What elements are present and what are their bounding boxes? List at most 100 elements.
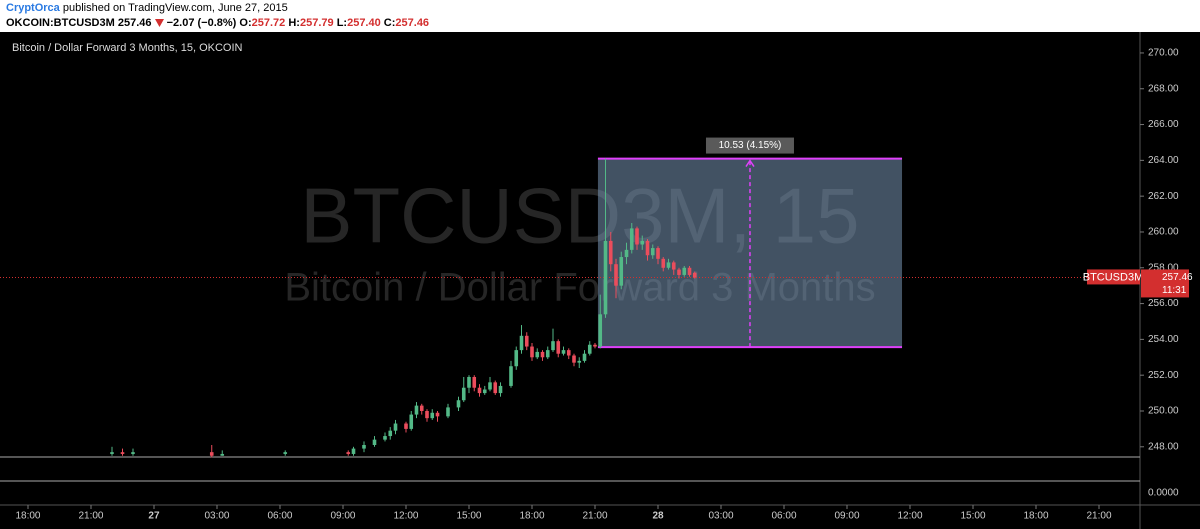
last-price-tag-bg — [1087, 269, 1140, 285]
candle-body — [677, 269, 681, 275]
candle-body — [456, 400, 461, 408]
y-tick-label: 258.00 — [1148, 262, 1179, 273]
x-tick-label: 21:00 — [582, 511, 607, 522]
y-tick-label: 264.00 — [1148, 155, 1179, 166]
y-tick-label: 266.00 — [1148, 119, 1179, 130]
candle-body — [661, 258, 666, 268]
x-tick-label: 09:00 — [834, 511, 859, 522]
y-tick-label: 262.00 — [1148, 191, 1179, 202]
x-tick-label: 28 — [652, 511, 664, 522]
ohlc-o: O:257.72 — [239, 17, 285, 29]
candle-body — [351, 448, 356, 454]
ohlc-value: 257.79 — [299, 17, 334, 29]
candle-body — [514, 350, 519, 367]
y-tick-label: 260.00 — [1148, 227, 1179, 238]
candle-body — [362, 445, 366, 449]
y-tick-label: 256.00 — [1148, 298, 1179, 309]
y-tick-label: 268.00 — [1148, 83, 1179, 94]
x-tick-label: 27 — [148, 511, 160, 522]
candle-body — [556, 341, 561, 354]
candle-body — [603, 240, 608, 315]
ohlc-value: 257.46 — [395, 17, 430, 29]
candle-body — [598, 314, 603, 347]
candle-body — [430, 412, 435, 419]
candle-body — [624, 249, 629, 258]
candle-body — [110, 452, 114, 454]
x-tick-label: 18:00 — [519, 511, 544, 522]
candle-body — [619, 257, 624, 286]
measure-label-bg — [705, 137, 794, 154]
x-tick-label: 12:00 — [393, 511, 418, 522]
candle-body — [435, 412, 440, 417]
y-tick-label: 270.00 — [1148, 48, 1179, 59]
candle-body — [545, 350, 550, 358]
candle-body — [393, 423, 398, 431]
candle-body — [472, 376, 477, 388]
candle-body — [551, 341, 555, 351]
header: CryptOrca published on TradingView.com, … — [0, 0, 1200, 32]
author[interactable]: CryptOrca — [6, 2, 60, 14]
candle-body — [682, 267, 687, 275]
candle-body — [656, 248, 660, 259]
volume-tick-label: 0.0000 — [1148, 488, 1179, 499]
x-tick-label: 15:00 — [456, 511, 481, 522]
candle-body — [488, 382, 492, 390]
down-arrow — [154, 19, 164, 28]
candle-body — [120, 452, 125, 454]
ohlc-label: C: — [383, 17, 396, 29]
y-tick-label: 252.00 — [1148, 370, 1179, 381]
candle-body — [383, 436, 387, 440]
x-tick-label: 09:00 — [330, 511, 355, 522]
candle-body — [593, 344, 597, 347]
x-tick-label: 21:00 — [78, 511, 103, 522]
candle-body — [587, 344, 592, 354]
measure-label: 10.53 (4.15%) — [719, 140, 782, 151]
x-tick-label: 21:00 — [1086, 511, 1111, 522]
x-tick-label: 12:00 — [897, 511, 922, 522]
ohlc-value: 257.40 — [347, 17, 381, 29]
last-price-value: 257.46 — [1162, 272, 1193, 283]
candle-body — [650, 248, 655, 256]
candle-body — [666, 262, 671, 268]
candle-body — [561, 350, 566, 354]
candle-body — [388, 430, 393, 437]
candle-body — [524, 335, 529, 347]
candle-body — [477, 387, 482, 394]
candle-body — [131, 452, 135, 454]
x-tick-label: 06:00 — [267, 511, 292, 522]
candle-body — [493, 382, 498, 394]
ohlc-h: H:257.79 — [288, 17, 333, 29]
candle-body — [461, 387, 466, 401]
candle-body — [640, 240, 645, 245]
symbol: OKCOIN:BTCUSD3M — [6, 17, 115, 29]
ohlc-l: L:257.40 — [337, 17, 381, 29]
candle-body — [577, 360, 582, 363]
y-tick-label: 254.00 — [1148, 334, 1179, 345]
ohlc-value: 257.72 — [251, 17, 286, 29]
candle-body — [419, 405, 424, 411]
candle-body — [346, 452, 351, 454]
x-tick-label: 06:00 — [771, 511, 796, 522]
candle-body — [645, 240, 650, 256]
last-price-symbol: BTCUSD3M — [1083, 271, 1144, 283]
candle-body — [509, 366, 513, 386]
candle-body — [425, 410, 429, 419]
candle-body — [572, 355, 576, 363]
candle-body — [635, 228, 639, 245]
x-tick-label: 15:00 — [960, 511, 985, 522]
ohlc-label: L: — [336, 17, 348, 29]
x-tick-label: 18:00 — [1023, 511, 1048, 522]
candle-body — [414, 405, 419, 415]
candle-body — [446, 407, 450, 417]
candle-body — [467, 376, 471, 388]
price: 257.46 — [117, 17, 152, 29]
candle-body — [687, 267, 692, 275]
candle-body — [582, 353, 587, 361]
change: −2.07 (−0.8%) — [166, 17, 237, 29]
candle-body — [566, 350, 571, 356]
candle-body — [498, 385, 503, 394]
candle-body — [372, 439, 377, 446]
candle-body — [608, 240, 613, 265]
candle-body — [482, 389, 487, 394]
candle-body — [220, 453, 225, 456]
